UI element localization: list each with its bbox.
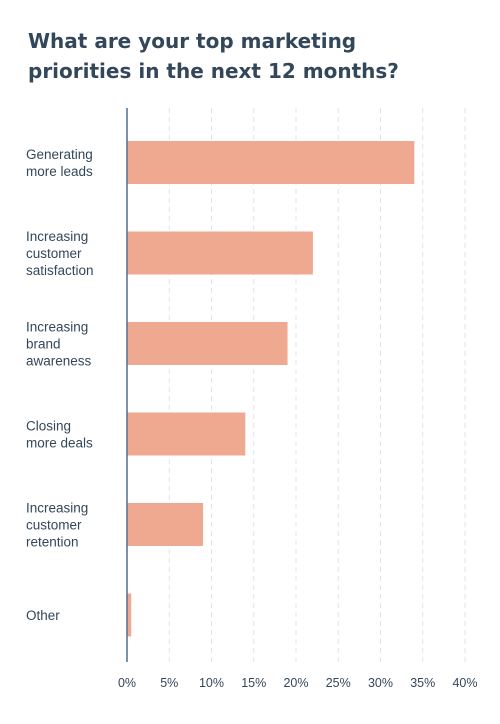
category-label: Other [26, 608, 60, 623]
bar [127, 503, 204, 546]
category-label: Increasing customer satisfaction [26, 229, 94, 278]
x-tick-label: 35% [410, 676, 435, 690]
x-tick-label: 5% [160, 676, 178, 690]
bar [127, 141, 415, 184]
x-tick-label: 30% [368, 676, 393, 690]
bar [127, 231, 313, 275]
category-label: Generating more leads [26, 147, 93, 179]
x-tick-label: 25% [326, 676, 351, 690]
x-tick-label: 20% [283, 676, 308, 690]
category-label: Increasing brand awareness [26, 320, 92, 369]
category-label: Increasing customer retention [26, 501, 88, 550]
chart-title: What are your top marketing priorities i… [28, 29, 399, 83]
x-tick-label: 10% [199, 676, 224, 690]
x-tick-label: 40% [452, 676, 477, 690]
category-label: Closing more deals [26, 419, 93, 451]
bar [127, 322, 288, 365]
x-tick-label: 0% [118, 676, 136, 690]
x-tick-label: 15% [241, 676, 266, 690]
bar [127, 593, 132, 637]
bar [127, 412, 246, 456]
